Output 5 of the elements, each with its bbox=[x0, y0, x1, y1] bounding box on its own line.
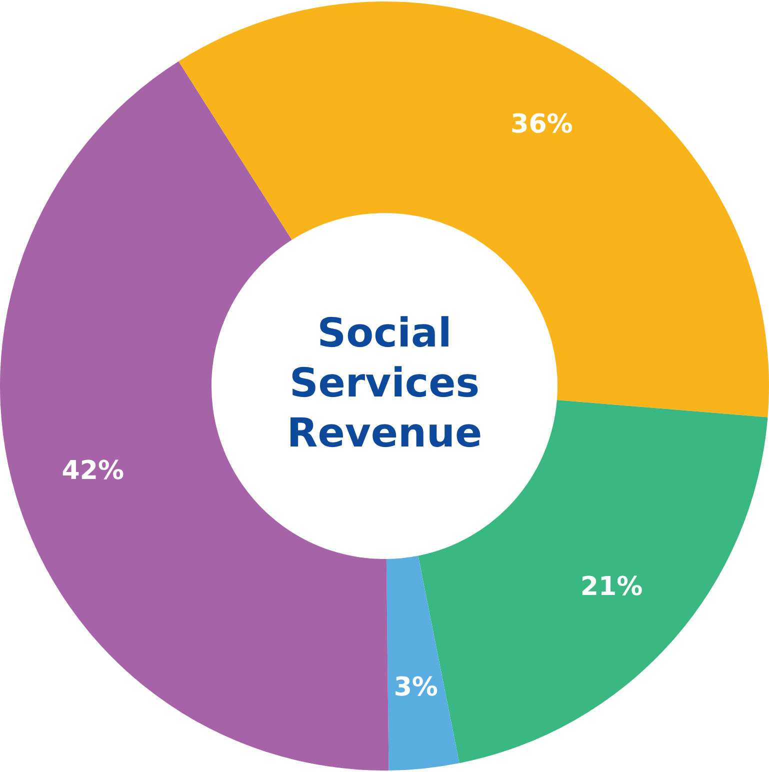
data-label: 21% bbox=[580, 572, 643, 602]
data-label: 36% bbox=[510, 109, 573, 140]
data-label: 42% bbox=[62, 456, 124, 486]
text: Social Services Revenue bbox=[286, 310, 482, 456]
data-label: 3% bbox=[394, 672, 438, 702]
